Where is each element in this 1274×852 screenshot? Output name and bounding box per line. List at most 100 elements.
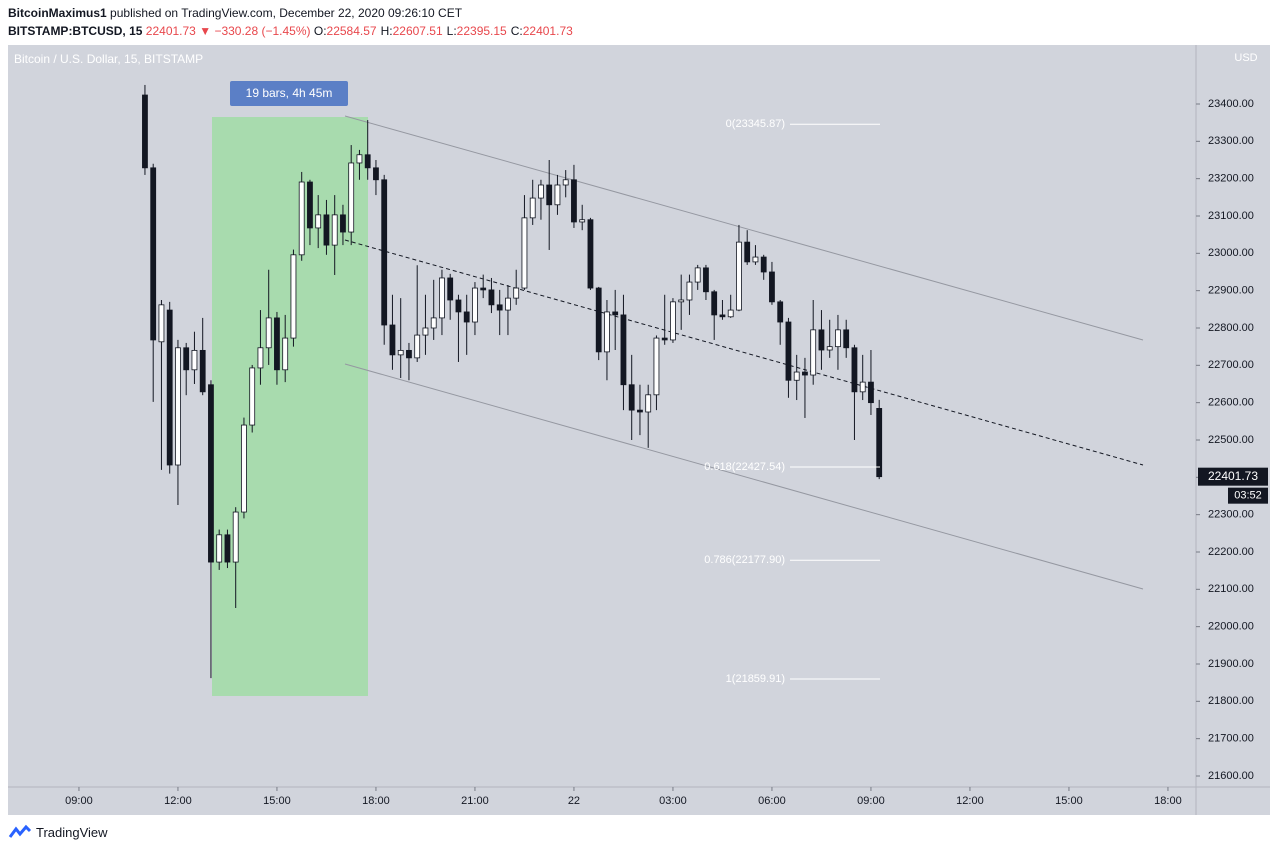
header-line: BitcoinMaximus1 published on TradingView…: [8, 4, 577, 22]
x-tick-label: 06:00: [758, 795, 786, 807]
candle-body: [818, 329, 825, 351]
candle-body: [274, 317, 280, 371]
candle-body: [307, 181, 313, 229]
candle-body: [694, 267, 701, 283]
candle-body: [389, 324, 396, 356]
candle-body: [208, 384, 214, 563]
y-tick-label: 22200.00: [1208, 546, 1254, 558]
y-tick-label: 22700.00: [1208, 359, 1254, 371]
candle-body: [183, 347, 190, 371]
y-tick-label: 23000.00: [1208, 247, 1254, 259]
candle-body: [150, 167, 157, 341]
ohlc-value: 22607.51: [392, 24, 443, 38]
candle-body: [670, 301, 676, 341]
candle-body: [315, 214, 322, 229]
candle-body: [711, 291, 718, 316]
brand: TradingView: [36, 824, 108, 840]
candle-body: [859, 381, 866, 393]
header: BitcoinMaximus1 published on TradingView…: [8, 4, 577, 40]
x-tick-label: 12:00: [956, 795, 984, 807]
candle-body: [802, 371, 808, 376]
arrow: ▼: [199, 24, 212, 38]
candle-body: [422, 327, 429, 336]
y-tick-label: 22500.00: [1208, 434, 1254, 446]
candle-body: [826, 346, 833, 351]
y-tick-label: 22800.00: [1208, 322, 1254, 334]
candle-body: [777, 301, 784, 323]
author: BitcoinMaximus1: [8, 6, 107, 20]
candle-body: [381, 179, 388, 326]
channel-line: [344, 115, 1144, 341]
candle-body: [595, 287, 602, 353]
published: published on TradingView.com, December 2…: [110, 6, 463, 20]
y-tick-label: 23300.00: [1208, 135, 1254, 147]
candle-body: [661, 337, 668, 341]
candle-body: [835, 329, 841, 348]
candle-body: [546, 184, 553, 206]
candle-body: [868, 381, 874, 404]
candle-body: [744, 241, 751, 263]
channel-midline: [344, 239, 1144, 466]
candle-body: [282, 337, 289, 371]
candle-body: [430, 317, 437, 329]
x-tick-label: 22: [568, 795, 580, 807]
fib-label: 0.618(22427.54): [704, 461, 785, 473]
candle-body: [298, 181, 305, 256]
candle-body: [620, 314, 627, 386]
candle-body: [851, 347, 858, 393]
candle-body: [463, 311, 470, 323]
candle-body: [331, 214, 338, 246]
candle-body: [810, 329, 817, 376]
y-tick-label: 22600.00: [1208, 397, 1254, 409]
x-tick-label: 18:00: [362, 795, 390, 807]
range-box: [212, 117, 368, 696]
candle-body: [653, 337, 660, 396]
candle-body: [232, 511, 239, 563]
candle-body: [397, 349, 404, 356]
y-tick-label: 21800.00: [1208, 695, 1254, 707]
candle-body: [348, 162, 355, 233]
last-price-label: 22401.73: [1208, 469, 1258, 483]
candle-body: [249, 367, 256, 426]
ohlc-value: 22584.57: [326, 24, 377, 38]
candle-body: [513, 287, 520, 299]
candle-body: [447, 277, 454, 301]
ohlc-value: 22395.15: [456, 24, 507, 38]
candle-body: [843, 329, 850, 349]
y-tick-label: 23400.00: [1208, 98, 1254, 110]
candle-body: [727, 309, 734, 318]
candle-body: [472, 287, 478, 323]
candle-body: [719, 314, 726, 318]
candle-body: [199, 349, 206, 393]
candle-body: [166, 309, 173, 466]
candle-body: [480, 287, 487, 291]
candle-body: [175, 347, 181, 466]
range-label: 19 bars, 4h 45m: [246, 86, 333, 100]
ohlc-label: C:: [510, 24, 523, 38]
candle-body: [364, 154, 371, 169]
candle-body: [373, 167, 379, 181]
x-tick-label: 18:00: [1154, 795, 1182, 807]
y-tick-label: 21900.00: [1208, 658, 1254, 670]
candle-body: [216, 534, 223, 563]
candle-body: [356, 154, 363, 164]
candle-body: [562, 179, 569, 186]
ohlc-label: O:: [313, 24, 327, 38]
candle-body: [785, 321, 792, 381]
candle-body: [142, 94, 148, 169]
candle-body: [736, 241, 742, 311]
candle-body: [686, 281, 693, 301]
y-tick-label: 23100.00: [1208, 210, 1254, 222]
ohlc-label: L:: [446, 24, 457, 38]
background: [8, 45, 1270, 815]
chart-title: Bitcoin / U.S. Dollar, 15, BITSTAMP: [14, 52, 203, 66]
candle-body: [769, 271, 775, 303]
candle-body: [439, 277, 445, 319]
fib-label: 0(23345.87): [726, 118, 785, 130]
candle-body: [529, 197, 536, 219]
candle-body: [637, 409, 643, 413]
candle-body: [340, 214, 346, 233]
candle-body: [265, 317, 272, 349]
ohlc-value: 22401.73: [522, 24, 573, 38]
